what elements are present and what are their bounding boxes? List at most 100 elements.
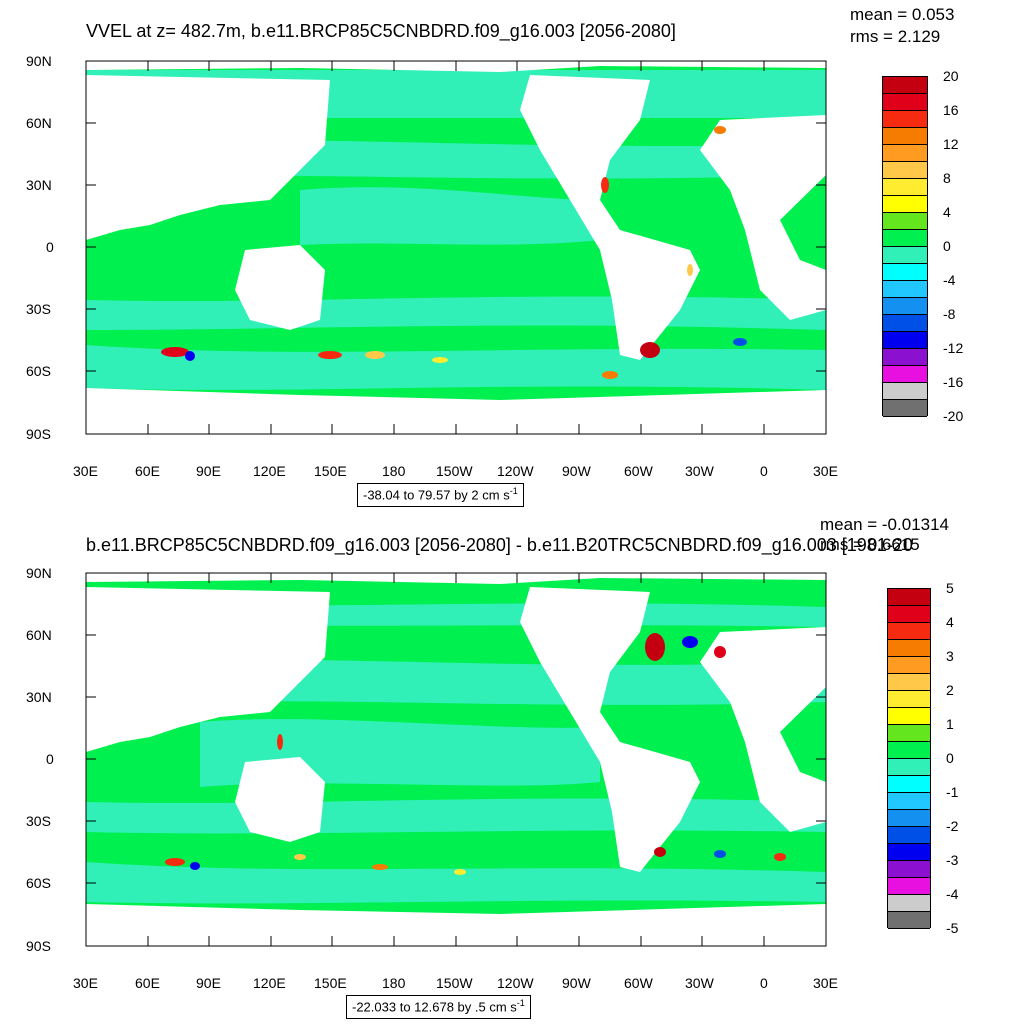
colorbar-swatch — [888, 623, 930, 640]
lat-label: 0 — [46, 751, 54, 767]
colorbar-label: 2 — [946, 682, 954, 698]
colorbar-swatch — [883, 111, 927, 128]
rms-label: rms = 0.6615 — [820, 535, 920, 554]
lon-label: 30W — [685, 975, 714, 991]
contour-range-box: -22.033 to 12.678 by .5 cm s-1 — [346, 995, 531, 1019]
colorbar-swatch — [888, 708, 930, 725]
colorbar-swatch — [883, 145, 927, 162]
lon-label: 30E — [73, 463, 98, 479]
colorbar-label: 0 — [946, 750, 954, 766]
lon-label: 30E — [813, 463, 838, 479]
colorbar-swatch — [888, 810, 930, 827]
colorbar-label: 4 — [946, 614, 954, 630]
range-text: -38.04 to 79.57 by 2 cm s — [363, 487, 510, 503]
colorbar-swatches — [887, 588, 931, 929]
colorbar-label: -2 — [946, 818, 959, 834]
colorbar-swatch — [883, 366, 927, 383]
eddy-features — [161, 126, 747, 379]
colorbar-label: -5 — [946, 920, 959, 936]
lon-label: 120W — [497, 463, 534, 479]
lon-label: 90W — [562, 463, 591, 479]
lon-label: 90E — [196, 463, 221, 479]
colorbar-swatch — [888, 725, 930, 742]
colorbar-swatch — [883, 281, 927, 298]
lat-label: 60S — [26, 875, 51, 891]
lat-label: 0 — [46, 239, 54, 255]
colorbar-swatch — [888, 912, 930, 929]
lon-label: 150W — [436, 463, 473, 479]
lon-label: 60W — [624, 463, 653, 479]
lat-label: 90S — [26, 938, 51, 954]
axis-ticks — [85, 60, 827, 435]
colorbar-swatch — [888, 640, 930, 657]
colorbar-label: -4 — [946, 886, 959, 902]
axis-ticks — [85, 572, 827, 947]
colorbar-swatch — [888, 691, 930, 708]
lat-label: 30N — [26, 177, 52, 193]
lon-label: 180 — [382, 463, 406, 479]
colorbar-swatch — [888, 878, 930, 895]
colorbar-label: 1 — [946, 716, 954, 732]
panel-top: VVEL at z= 482.7m, b.e11.BRCP85C5CNBDRD.… — [26, 5, 964, 507]
lon-label: 0 — [760, 463, 768, 479]
colorbar-label: 20 — [943, 68, 959, 84]
colorbar-swatch — [883, 77, 927, 94]
colorbar-swatch — [883, 400, 927, 417]
colorbar-label: -12 — [943, 340, 964, 356]
lon-label: 120E — [253, 975, 286, 991]
colorbar-label: -16 — [943, 374, 964, 390]
colorbar — [887, 588, 931, 929]
colorbar-label: -8 — [943, 306, 956, 322]
colorbar-label: -4 — [943, 272, 956, 288]
colorbar-swatch — [883, 298, 927, 315]
colorbar-label: 0 — [943, 238, 951, 254]
colorbar-swatch — [883, 162, 927, 179]
colorbar-swatch — [888, 895, 930, 912]
lat-label: 30S — [26, 813, 51, 829]
lat-label: 60N — [26, 627, 52, 643]
plot-title: VVEL at z= 482.7m, b.e11.BRCP85C5CNBDRD.… — [86, 21, 676, 41]
colorbar-swatch — [888, 776, 930, 793]
colorbar-swatch — [888, 861, 930, 878]
lon-label: 90W — [562, 975, 591, 991]
colorbar-label: 4 — [943, 204, 951, 220]
colorbar-swatch — [883, 315, 927, 332]
plot-title: b.e11.BRCP85C5CNBDRD.f09_g16.003 [2056-2… — [86, 535, 913, 555]
mean-label: mean = -0.01314 — [820, 515, 950, 534]
colorbar-swatch — [888, 606, 930, 623]
lon-label: 60E — [135, 975, 160, 991]
colorbar-swatch — [883, 94, 927, 111]
lon-label: 150E — [314, 975, 347, 991]
range-unit-exponent: -1 — [516, 998, 525, 1008]
lon-label: 150E — [314, 463, 347, 479]
colorbar-swatch — [888, 827, 930, 844]
lon-label: 120E — [253, 463, 286, 479]
lon-label: 30E — [813, 975, 838, 991]
colorbar-label: 12 — [943, 136, 959, 152]
eddy-features — [165, 633, 786, 875]
colorbar-swatch — [888, 589, 930, 606]
range-text: -22.033 to 12.678 by .5 cm s — [352, 999, 517, 1015]
lon-label: 30W — [685, 463, 714, 479]
colorbar — [882, 76, 928, 417]
colorbar-label: 5 — [946, 580, 954, 596]
range-unit-exponent: -1 — [509, 486, 518, 496]
lon-label: 60W — [624, 975, 653, 991]
colorbar-swatch — [883, 230, 927, 247]
colorbar-swatch — [888, 657, 930, 674]
colorbar-label: -3 — [946, 852, 959, 868]
colorbar-swatch — [883, 247, 927, 264]
colorbar-swatch — [883, 213, 927, 230]
colorbar-label: -20 — [943, 408, 964, 424]
lon-label: 180 — [382, 975, 406, 991]
colorbar-label: -1 — [946, 784, 959, 800]
lon-label: 30E — [73, 975, 98, 991]
colorbar-swatch — [888, 844, 930, 861]
colorbar-swatch — [888, 759, 930, 776]
colorbar-swatches — [882, 76, 928, 417]
panel-bottom: b.e11.BRCP85C5CNBDRD.f09_g16.003 [2056-2… — [0, 512, 1024, 1024]
mean-label: mean = 0.053 — [850, 5, 955, 24]
lon-label: 90E — [196, 975, 221, 991]
map-plot — [85, 60, 827, 435]
colorbar-label: 8 — [943, 170, 951, 186]
